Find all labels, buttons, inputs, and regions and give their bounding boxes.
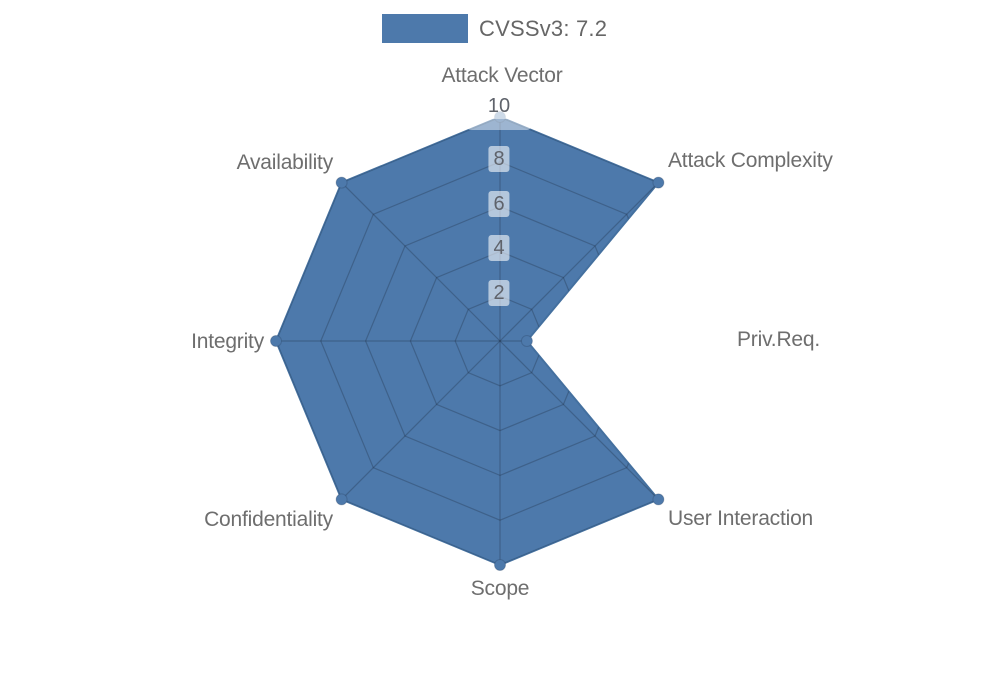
legend-swatch[interactable] (382, 14, 468, 43)
vertex-dot-user-interaction (652, 493, 665, 506)
axis-label-attack-vector: Attack Vector (441, 64, 563, 87)
radial-tick-6: 6 (488, 191, 510, 217)
axis-label-confidentiality: Confidentiality (204, 508, 333, 531)
legend-item-cvssv3[interactable]: CVSSv3: 7.2 (382, 14, 607, 43)
radial-tick-8: 8 (488, 146, 510, 172)
radar-grid (276, 117, 659, 565)
radial-tick-10: 10 (482, 93, 516, 119)
vertex-dot-availability (335, 176, 348, 189)
axis-label-scope: Scope (470, 577, 530, 600)
vertex-dot-confidentiality (335, 493, 348, 506)
radial-tick-4: 4 (488, 235, 510, 261)
vertex-dot-scope (494, 559, 506, 571)
legend-label[interactable]: CVSSv3: 7.2 (479, 15, 608, 41)
axis-label-user-interaction: User Interaction (668, 507, 814, 530)
radial-tick-2: 2 (488, 280, 510, 306)
vertex-dot-attack-complexity (652, 176, 665, 189)
axis-label-availability: Availability (236, 151, 334, 174)
vertex-dot-priv-req- (520, 335, 533, 347)
axis-label-integrity: Integrity (191, 330, 264, 353)
axis-label-priv-req: Priv.Req. (737, 328, 820, 351)
tick-10-highlight-bar (466, 119, 532, 130)
vertex-dot-integrity (270, 335, 282, 347)
axis-label-attack-complexity: Attack Complexity (668, 149, 833, 172)
